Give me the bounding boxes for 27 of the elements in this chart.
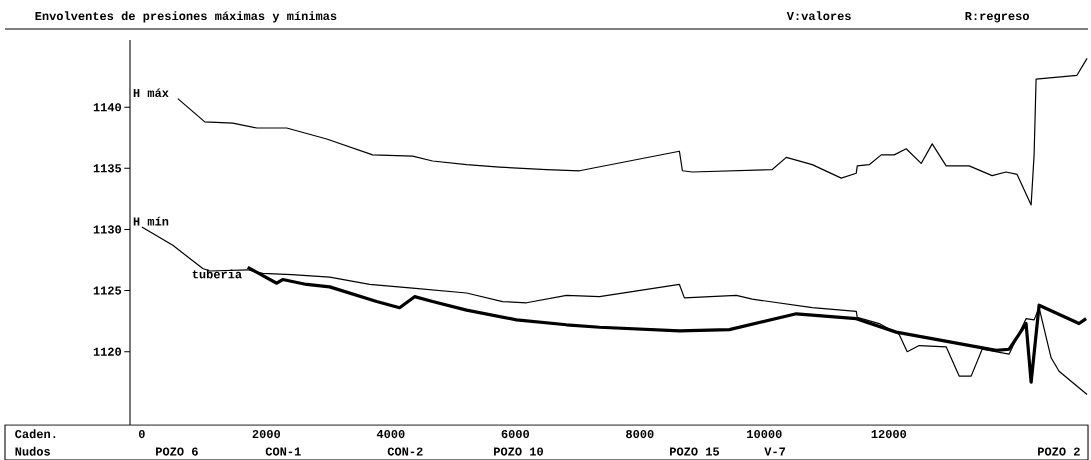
y-tick-label: 1130 (93, 225, 122, 234)
text: POZO 15 (670, 447, 720, 456)
y-tick-label: 1120 (93, 347, 122, 356)
chart-title: Envolventes de presiones máximas y mínimas (35, 11, 337, 23)
text: POZO 2 (1038, 447, 1080, 456)
y-tick-label: 1125 (93, 286, 122, 295)
x-tick-label: 10000 (747, 429, 782, 439)
text: POZO 10 (494, 447, 543, 456)
text: V:valores (786, 11, 851, 21)
text: R:regreso (965, 12, 1029, 23)
text: Nudos (15, 446, 50, 456)
series-label: H mín (133, 216, 169, 226)
x-tick-label: 8000 (626, 429, 654, 439)
x-axis-title: Caden. (15, 429, 56, 439)
text: POZO 6 (156, 447, 198, 456)
x-tick-label: 6000 (501, 429, 530, 439)
series-label: H máx (133, 88, 169, 98)
x-tick-label: 4000 (376, 429, 405, 439)
y-tick-label: 1135 (93, 164, 122, 173)
x-tick-label: 2000 (252, 429, 281, 439)
text: CON-1 (265, 447, 301, 456)
series-label: tuberia (192, 269, 242, 279)
y-tick-label: 1140 (93, 103, 122, 112)
x-tick-label: 0 (138, 429, 145, 439)
x-tick-label: 12000 (871, 429, 907, 439)
text: CON-2 (387, 447, 423, 456)
text: V-7 (764, 447, 786, 456)
